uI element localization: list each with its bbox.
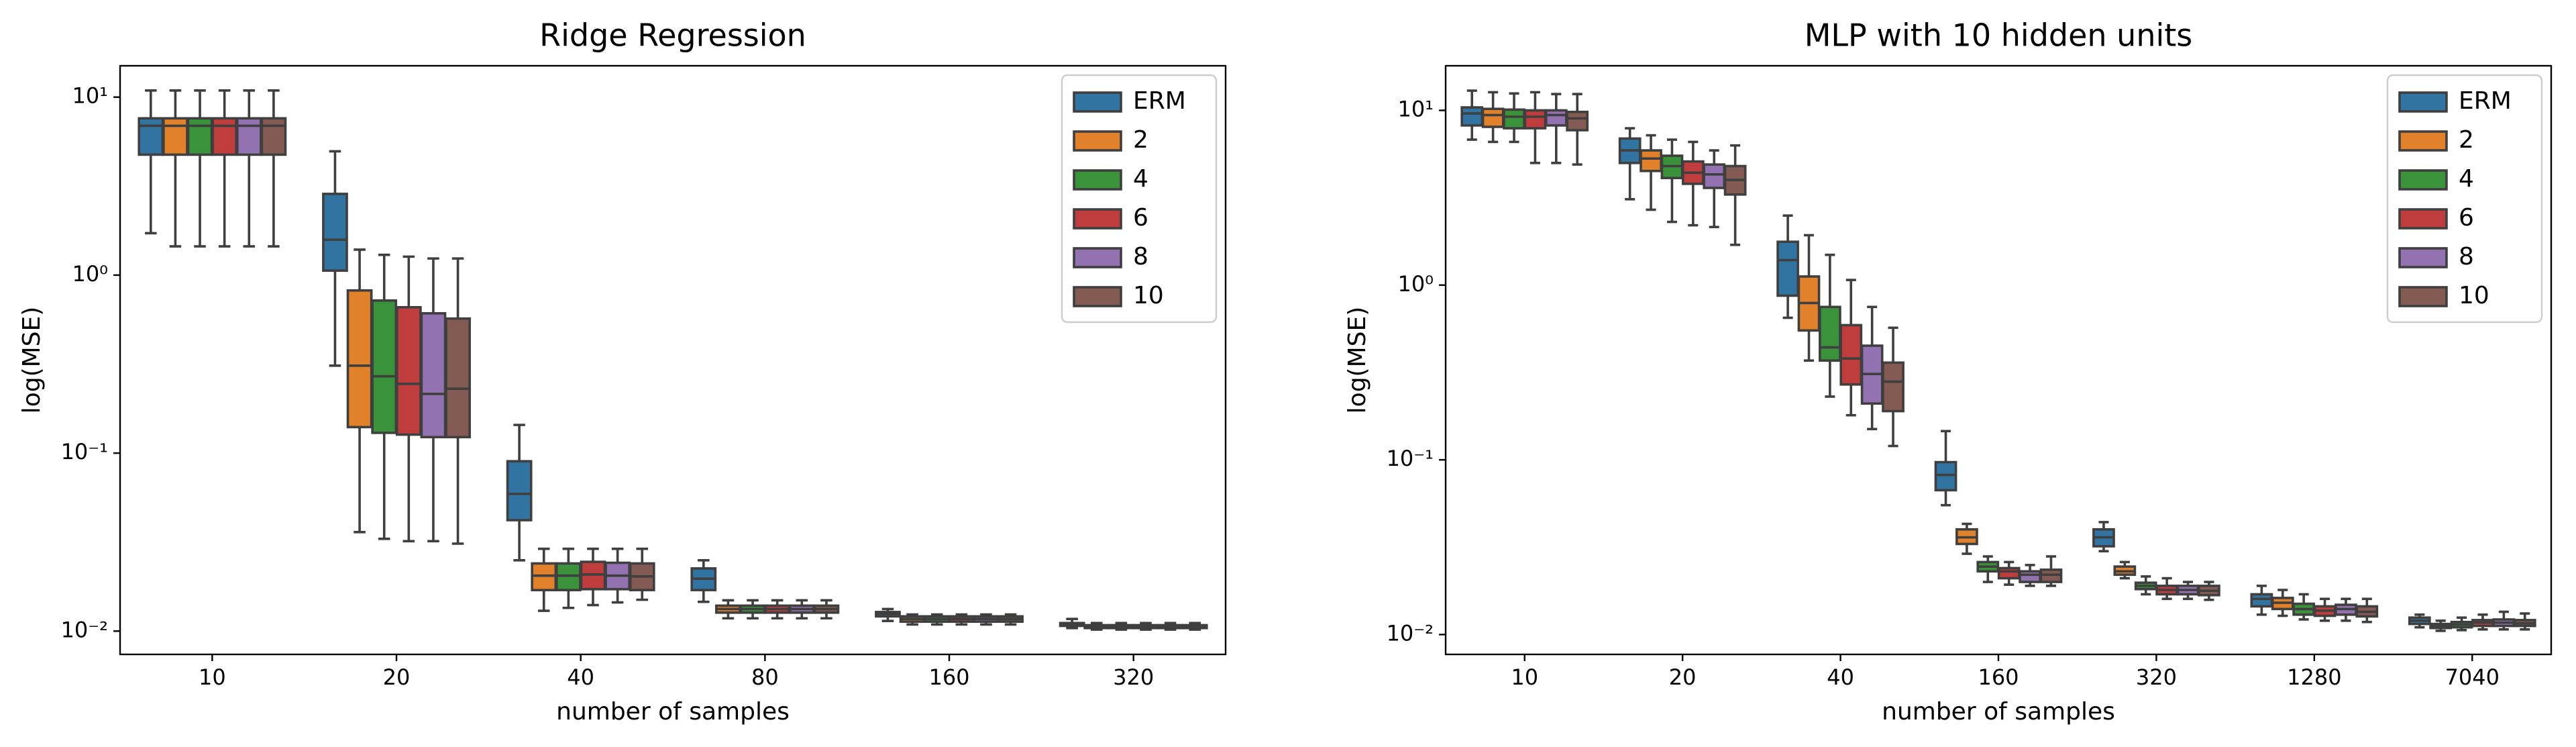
legend-label: ERM — [1133, 87, 1186, 115]
box — [2250, 593, 2273, 608]
legend-label: 8 — [2459, 243, 2474, 270]
box — [346, 289, 373, 429]
legend-swatch — [1073, 208, 1122, 230]
x-axis-label: number of samples — [1882, 698, 2115, 726]
box — [138, 117, 164, 156]
axes-frame — [1444, 64, 2553, 656]
legend-label: 10 — [2459, 282, 2489, 309]
legend-label: 8 — [1133, 243, 1148, 270]
x-tick-label: 40 — [567, 664, 594, 690]
chart-title: MLP with 10 hidden units — [1805, 17, 2193, 54]
legend-swatch — [1073, 286, 1122, 307]
legend-label: 10 — [1133, 282, 1164, 309]
box — [1544, 109, 1568, 127]
y-tick-label: 10¹ — [72, 83, 108, 109]
y-tick-label: 10⁻² — [61, 617, 108, 642]
y-tick-label: 10⁰ — [72, 261, 108, 287]
x-tick-label: 10 — [199, 664, 226, 690]
y-tick-label: 10¹ — [1397, 96, 1434, 121]
box — [322, 193, 348, 272]
box — [1703, 163, 1726, 189]
y-axis-label: log(MSE) — [18, 307, 46, 414]
legend-label: 2 — [2459, 126, 2474, 154]
legend-swatch — [1073, 247, 1122, 268]
legend-swatch — [2398, 169, 2448, 191]
axes-frame — [119, 64, 1227, 656]
x-tick-label: 20 — [383, 664, 411, 690]
legend-swatch — [2398, 91, 2448, 113]
box — [371, 299, 398, 434]
legend-swatch — [2398, 286, 2448, 307]
legend-label: 2 — [1133, 126, 1148, 154]
y-tick-label: 10⁻¹ — [61, 439, 108, 464]
box — [506, 460, 533, 521]
x-tick-label: 40 — [1827, 664, 1854, 690]
box — [1934, 460, 1957, 492]
x-axis-label: number of samples — [556, 698, 790, 726]
box — [162, 117, 189, 156]
legend-swatch — [1073, 91, 1122, 113]
box — [186, 117, 213, 156]
box — [1566, 110, 1589, 132]
y-tick-label: 10⁻¹ — [1387, 446, 1434, 471]
legend-swatch — [2398, 130, 2448, 152]
box — [395, 305, 422, 436]
legend-label: 6 — [2459, 204, 2474, 232]
legend-swatch — [1073, 130, 1122, 152]
box — [260, 117, 287, 156]
box — [1839, 323, 1863, 386]
legend-label: 6 — [1133, 204, 1148, 232]
box — [1523, 109, 1547, 130]
box — [1882, 361, 1904, 413]
box — [1640, 149, 1662, 172]
y-tick-label: 10⁰ — [1397, 271, 1434, 297]
x-tick-label: 80 — [751, 664, 779, 690]
box — [1481, 107, 1505, 128]
x-tick-label: 7040 — [2445, 664, 2500, 690]
box — [445, 317, 471, 439]
x-tick-label: 10 — [1511, 664, 1538, 690]
y-tick-label: 10⁻² — [1387, 620, 1434, 646]
legend-label: 4 — [2459, 165, 2474, 193]
box — [1819, 305, 1841, 362]
box — [1460, 106, 1484, 127]
legend-swatch — [1073, 169, 1122, 191]
box — [1776, 240, 1799, 297]
x-tick-label: 20 — [1669, 664, 1697, 690]
legend-label: 4 — [1133, 165, 1148, 193]
x-tick-label: 320 — [2136, 664, 2177, 690]
box — [2019, 570, 2041, 583]
legend-label: ERM — [2459, 87, 2512, 115]
y-axis-label: log(MSE) — [1344, 307, 1371, 414]
box — [1997, 566, 2021, 580]
legend-swatch — [2398, 208, 2448, 230]
box — [1503, 108, 1525, 130]
box — [235, 117, 262, 156]
chart-title: Ridge Regression — [539, 17, 806, 54]
x-tick-label: 320 — [1113, 664, 1154, 690]
legend-swatch — [2398, 247, 2448, 268]
x-tick-label: 1280 — [2287, 664, 2341, 690]
x-tick-label: 160 — [1978, 664, 2019, 690]
box — [420, 312, 447, 439]
x-tick-label: 160 — [928, 664, 969, 690]
box — [211, 117, 238, 156]
